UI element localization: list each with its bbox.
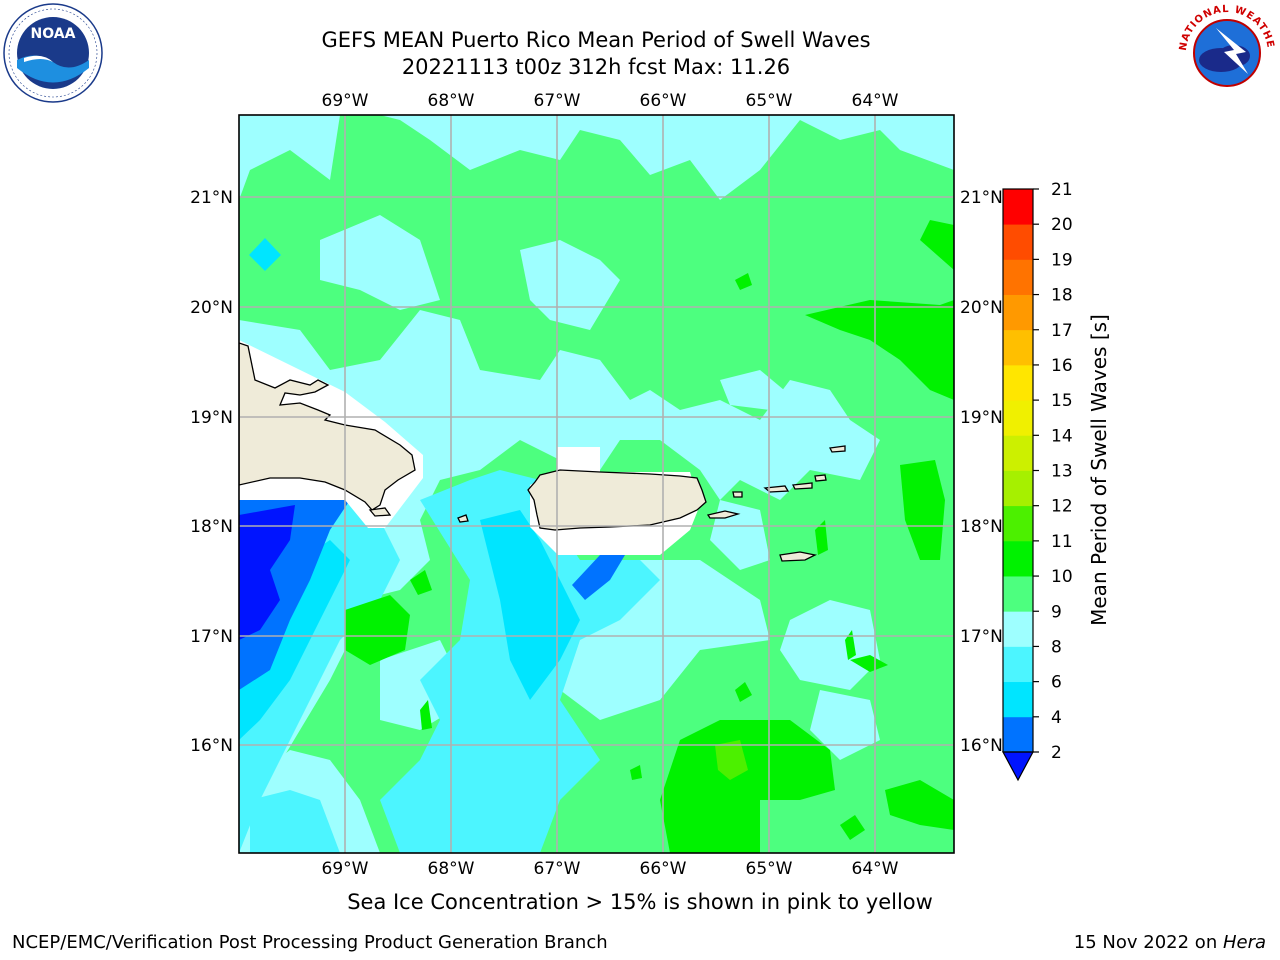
colorbar-bin	[1003, 646, 1033, 683]
colorbar-bin	[1003, 259, 1033, 295]
colorbar-tick-label: 10	[1051, 567, 1073, 587]
chart-subtitle: 20221113 t00z 312h fcst Max: 11.26	[401, 55, 791, 79]
colorbar-bin	[1003, 505, 1033, 542]
chart-title: GEFS MEAN Puerto Rico Mean Period of Swe…	[321, 28, 871, 52]
st-croix	[779, 551, 817, 562]
colorbar-bin	[1003, 540, 1033, 577]
footer-date-text: 15 Nov 2022 on	[1073, 932, 1223, 953]
lon-labels-top: 69°W 68°W 67°W 66°W 65°W 64°W	[322, 91, 899, 111]
map-frame	[238, 114, 955, 854]
sea-ice-note-text: Sea Ice Concentration > 15% is shown in …	[347, 890, 933, 914]
colorbar: 2 4 6 8 9 10 11 12 13 14 15 16 17 18 19 20 21 Mean Perio…	[1001, 180, 1111, 782]
colorbar-bins	[1003, 189, 1033, 753]
lat-label: 18°N	[960, 517, 1003, 537]
anegada	[829, 445, 846, 453]
lat-label: 16°N	[190, 736, 233, 756]
contour-field	[239, 115, 954, 853]
colorbar-tick-label: 2	[1051, 743, 1062, 763]
lon-label: 64°W	[852, 91, 899, 111]
colorbar-tick-label: 14	[1051, 426, 1073, 446]
lat-labels-left: 21°N 20°N 19°N 18°N 17°N 16°N	[190, 188, 233, 756]
colorbar-tick-label: 17	[1051, 321, 1073, 341]
hispaniola	[239, 342, 416, 511]
lat-label: 16°N	[960, 736, 1003, 756]
footer-credit: NCEP/EMC/Verification Post Processing Pr…	[12, 932, 608, 953]
lat-label: 21°N	[960, 188, 1003, 208]
colorbar-bin	[1003, 681, 1033, 718]
mona-island	[457, 514, 469, 523]
lat-labels-right: 21°N 20°N 19°N 18°N 17°N 16°N	[960, 188, 1003, 756]
colorbar-tick-label: 4	[1051, 708, 1062, 728]
colorbar-bin	[1003, 189, 1033, 225]
noaa-logo-text: NOAA	[31, 26, 76, 42]
colorbar-tick-label: 16	[1051, 356, 1073, 376]
land	[239, 342, 846, 562]
contour-10-11	[345, 220, 954, 853]
graticule	[239, 115, 954, 853]
lon-label: 66°W	[640, 859, 687, 879]
colorbar-bin	[1003, 716, 1033, 753]
colorbar-bin	[1003, 611, 1033, 647]
colorbar-bin	[1003, 435, 1033, 471]
colorbar-tick-label: 15	[1051, 391, 1073, 411]
contour-under-2	[239, 505, 295, 640]
colorbar-tick-label: 13	[1051, 462, 1073, 482]
lon-label: 69°W	[322, 859, 369, 879]
lat-label: 20°N	[190, 298, 233, 318]
lon-label: 69°W	[322, 91, 369, 111]
st-john	[791, 482, 813, 490]
lat-label: 21°N	[190, 188, 233, 208]
colorbar-bin	[1003, 224, 1033, 260]
lat-label: 17°N	[960, 627, 1003, 647]
colorbar-label: Mean Period of Swell Waves [s]	[1087, 314, 1111, 626]
contour-11-12	[715, 740, 748, 780]
footer-date: 15 Nov 2022 on Hera	[1074, 932, 1266, 953]
colorbar-tick-label: 12	[1051, 497, 1073, 517]
colorbar-bin	[1003, 364, 1033, 401]
lon-label: 68°W	[428, 91, 475, 111]
colorbar-tick-label: 9	[1051, 602, 1062, 622]
colorbar-bin	[1003, 294, 1033, 331]
colorbar-tick-label: 18	[1051, 286, 1073, 306]
lat-label: 18°N	[190, 517, 233, 537]
contour-4-6	[239, 238, 580, 740]
colorbar-tick-label: 19	[1051, 250, 1073, 270]
lon-label: 66°W	[640, 91, 687, 111]
lat-label: 19°N	[960, 408, 1003, 428]
colorbar-tick-label: 11	[1051, 532, 1073, 552]
lon-label: 68°W	[428, 859, 475, 879]
puerto-rico	[527, 469, 707, 531]
footer-host: Hera	[1222, 932, 1266, 953]
lat-label: 20°N	[960, 298, 1003, 318]
sea-ice-note: Sea Ice Concentration > 15% is shown in …	[0, 890, 1280, 914]
lat-label: 19°N	[190, 408, 233, 428]
lon-label: 67°W	[534, 91, 581, 111]
lon-label: 67°W	[534, 859, 581, 879]
tortola	[814, 474, 827, 482]
lon-labels-bottom: 69°W 68°W 67°W 66°W 65°W 64°W	[322, 859, 899, 879]
colorbar-bin	[1003, 400, 1033, 436]
lon-label: 64°W	[852, 859, 899, 879]
colorbar-ticks: 2 4 6 8 9 10 11 12 13 14 15 16 17 18 19 20 21	[1033, 180, 1073, 763]
colorbar-under-triangle	[1001, 751, 1035, 782]
nws-logo: NATIONAL WEATHER SERVICE	[1176, 2, 1276, 102]
colorbar-tick-label: 6	[1051, 673, 1062, 693]
lat-label: 17°N	[190, 627, 233, 647]
cay-small-1	[368, 507, 392, 517]
lon-label: 65°W	[746, 859, 793, 879]
vieques	[706, 510, 741, 519]
colorbar-tick-label: 20	[1051, 215, 1073, 235]
colorbar-tick-label: 21	[1051, 180, 1073, 200]
lon-label: 65°W	[746, 91, 793, 111]
colorbar-bin	[1003, 576, 1033, 612]
colorbar-bin	[1003, 470, 1033, 507]
culebra	[732, 491, 743, 498]
colorbar-tick-label: 8	[1051, 637, 1062, 657]
noaa-logo: NOAA	[3, 3, 103, 103]
colorbar-bin	[1003, 329, 1033, 366]
